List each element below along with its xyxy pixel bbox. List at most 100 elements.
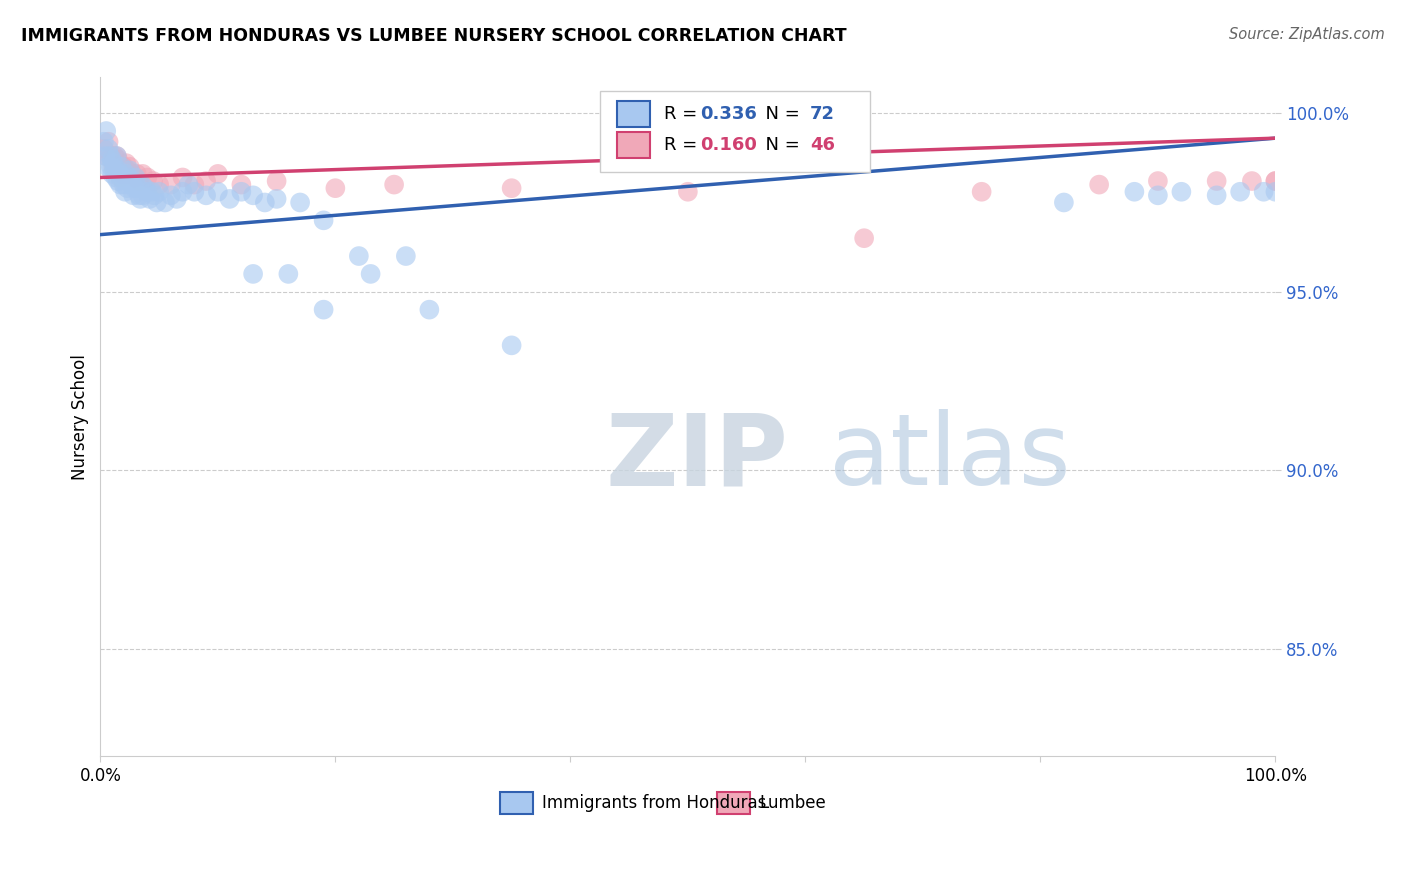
Point bbox=[114, 163, 136, 178]
Text: Immigrants from Honduras: Immigrants from Honduras bbox=[543, 794, 766, 812]
Point bbox=[312, 302, 335, 317]
Point bbox=[166, 192, 188, 206]
Point bbox=[418, 302, 440, 317]
Text: ZIP: ZIP bbox=[606, 409, 789, 506]
Point bbox=[195, 174, 218, 188]
Point bbox=[1147, 174, 1170, 188]
Point bbox=[103, 160, 125, 174]
Point bbox=[160, 188, 183, 202]
Point bbox=[1147, 188, 1170, 202]
Point bbox=[110, 160, 132, 174]
Point bbox=[183, 178, 205, 192]
Point bbox=[143, 188, 166, 202]
Point bbox=[177, 178, 200, 192]
Point bbox=[253, 195, 276, 210]
Point bbox=[266, 174, 288, 188]
Point bbox=[1240, 174, 1263, 188]
Point bbox=[207, 185, 229, 199]
Point bbox=[266, 192, 288, 206]
Point bbox=[347, 249, 370, 263]
Bar bbox=[717, 792, 751, 814]
Point bbox=[1264, 185, 1286, 199]
Point bbox=[97, 142, 120, 156]
Point bbox=[93, 135, 115, 149]
Point bbox=[121, 167, 143, 181]
Point bbox=[96, 149, 118, 163]
Point bbox=[160, 178, 183, 192]
Point bbox=[1264, 174, 1286, 188]
Point bbox=[148, 178, 170, 192]
Point bbox=[98, 149, 121, 163]
Point bbox=[103, 149, 125, 163]
Point bbox=[312, 213, 335, 227]
Point bbox=[131, 188, 153, 202]
Point bbox=[676, 185, 699, 199]
Point bbox=[110, 178, 132, 192]
Point bbox=[94, 149, 117, 163]
Point bbox=[118, 160, 141, 174]
Y-axis label: Nursery School: Nursery School bbox=[72, 354, 89, 480]
Point bbox=[172, 185, 194, 199]
Point bbox=[108, 160, 131, 174]
Point bbox=[124, 181, 146, 195]
Point bbox=[110, 160, 132, 174]
Point bbox=[101, 153, 124, 167]
Point bbox=[1053, 195, 1076, 210]
Text: 0.336: 0.336 bbox=[700, 105, 756, 123]
Point bbox=[242, 188, 264, 202]
Point bbox=[107, 174, 129, 188]
Point bbox=[136, 170, 159, 185]
Point bbox=[118, 163, 141, 178]
Point bbox=[122, 188, 145, 202]
FancyBboxPatch shape bbox=[600, 91, 870, 172]
Point bbox=[104, 160, 127, 174]
Point bbox=[103, 156, 125, 170]
Point bbox=[96, 160, 118, 174]
Point bbox=[134, 181, 156, 195]
Point bbox=[111, 167, 134, 181]
Point bbox=[128, 188, 150, 202]
Text: 0.160: 0.160 bbox=[700, 136, 756, 154]
Text: N =: N = bbox=[754, 136, 806, 154]
Point bbox=[1205, 174, 1227, 188]
Text: R =: R = bbox=[665, 105, 703, 123]
Point bbox=[125, 167, 148, 181]
Point bbox=[124, 170, 146, 185]
Point bbox=[231, 185, 253, 199]
Point bbox=[129, 192, 152, 206]
Bar bbox=[617, 132, 651, 158]
Point bbox=[103, 163, 125, 178]
Text: IMMIGRANTS FROM HONDURAS VS LUMBEE NURSERY SCHOOL CORRELATION CHART: IMMIGRANTS FROM HONDURAS VS LUMBEE NURSE… bbox=[21, 27, 846, 45]
Text: 46: 46 bbox=[810, 136, 835, 154]
Text: atlas: atlas bbox=[830, 409, 1070, 506]
Point bbox=[96, 124, 118, 138]
Point bbox=[145, 195, 167, 210]
Point bbox=[1264, 174, 1286, 188]
Point bbox=[501, 338, 523, 352]
Point bbox=[112, 178, 135, 192]
Point bbox=[853, 231, 876, 245]
Point bbox=[1170, 185, 1192, 199]
Point bbox=[207, 167, 229, 181]
Point bbox=[1123, 185, 1146, 199]
Point bbox=[1253, 185, 1275, 199]
Point bbox=[104, 170, 127, 185]
Point bbox=[100, 160, 122, 174]
Point bbox=[131, 167, 153, 181]
Point bbox=[107, 153, 129, 167]
Point bbox=[970, 185, 993, 199]
Point bbox=[114, 185, 136, 199]
Point bbox=[395, 249, 418, 263]
Bar bbox=[501, 792, 533, 814]
Point bbox=[111, 170, 134, 185]
Point bbox=[148, 185, 170, 199]
Point bbox=[121, 178, 143, 192]
Point bbox=[218, 192, 240, 206]
Point bbox=[105, 149, 128, 163]
Point bbox=[128, 174, 150, 188]
Point bbox=[138, 192, 160, 206]
Point bbox=[136, 185, 159, 199]
Point bbox=[117, 170, 139, 185]
Point bbox=[242, 267, 264, 281]
Point bbox=[382, 178, 405, 192]
